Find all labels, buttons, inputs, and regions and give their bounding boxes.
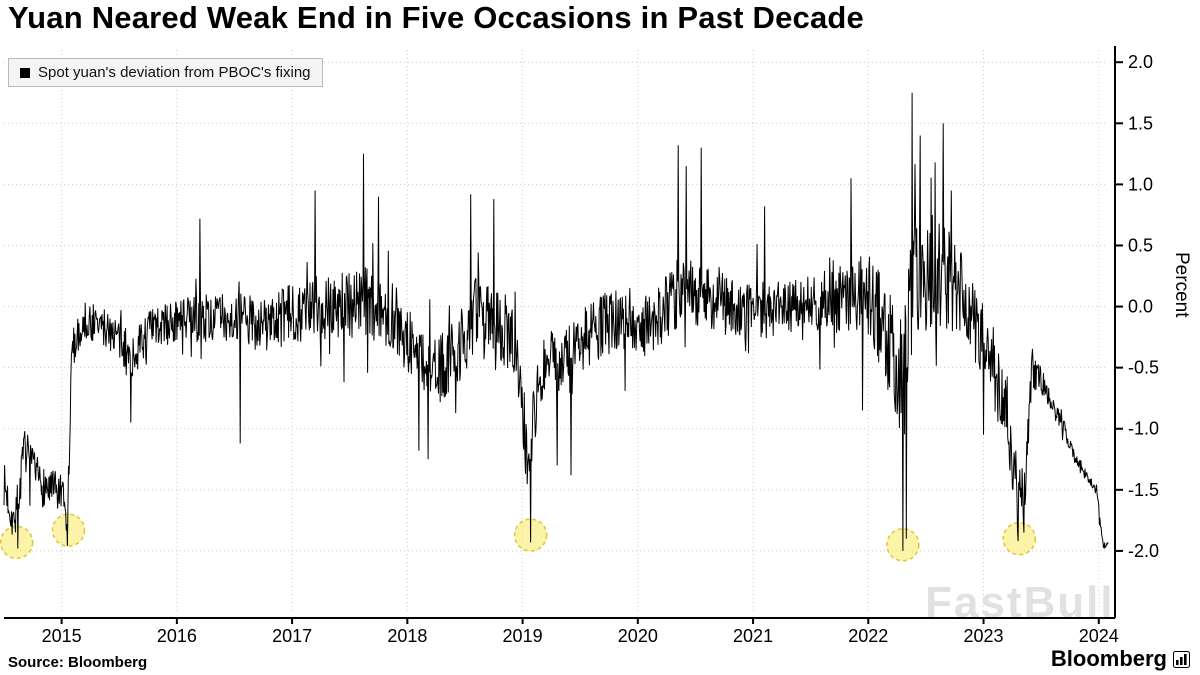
y-tick-label: 2.0 (1128, 52, 1153, 72)
source-note: Source: Bloomberg (8, 654, 148, 671)
bloomberg-wordmark: Bloomberg (1050, 646, 1167, 671)
y-tick-label: -1.5 (1128, 480, 1159, 500)
highlight-circle (1002, 521, 1037, 556)
legend-swatch-icon (20, 67, 30, 78)
y-tick-label: 0.5 (1128, 235, 1153, 255)
x-tick-label: 2021 (733, 626, 773, 646)
chart-title: Yuan Neared Weak End in Five Occasions i… (8, 0, 864, 35)
axes: 2.0 1.5 1.0 0.5 0.0 -0.5 -1.0 -1.5 -2.0 2015 2016 2… (4, 46, 1159, 646)
x-tick-label: 2017 (272, 626, 312, 646)
y-tick-label: -1.0 (1128, 419, 1159, 439)
legend: Spot yuan's deviation from PBOC's fixing (8, 58, 323, 87)
highlight-circle (0, 525, 34, 560)
x-tick-label: 2018 (387, 626, 427, 646)
y-tick-label: 1.5 (1128, 113, 1153, 133)
y-tick-label: -2.0 (1128, 541, 1159, 561)
x-tick-label: 2024 (1079, 626, 1119, 646)
highlight-circle (51, 513, 86, 547)
y-tick-label: 1.0 (1128, 174, 1153, 194)
x-tick-label: 2022 (848, 626, 888, 646)
x-tick-label: 2019 (503, 626, 543, 646)
x-tick-label: 2020 (618, 626, 658, 646)
deviation-series-line (3, 92, 1109, 551)
bloomberg-logo: Bloomberg (1051, 646, 1190, 672)
bar-chart-icon (1173, 650, 1190, 668)
y-tick-label: -0.5 (1128, 358, 1159, 378)
legend-label: Spot yuan's deviation from PBOC's fixing (38, 64, 311, 81)
x-tick-label: 2016 (157, 626, 197, 646)
highlight-markers (0, 513, 1037, 562)
y-axis-title: Percent (1171, 252, 1192, 318)
x-tick-label: 2015 (42, 626, 82, 646)
x-tick-label: 2023 (964, 626, 1004, 646)
y-tick-label: 0.0 (1128, 297, 1153, 317)
